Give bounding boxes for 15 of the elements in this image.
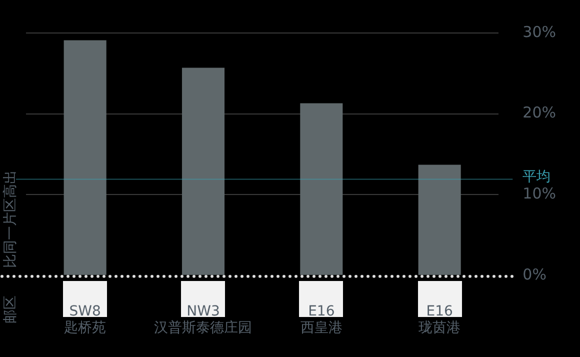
ref-line-label: 平均 [522, 168, 551, 185]
y-tick-label: 30% [522, 22, 556, 41]
y-axis-title: 比同一片区高出 [2, 170, 19, 268]
bar [300, 103, 343, 275]
y-tick-label: 0% [522, 265, 546, 284]
x-tick-label: SW8 匙桥苑 [64, 303, 106, 336]
y-tick-label: 10% [522, 184, 556, 202]
text: 邮区 [2, 295, 19, 324]
bar [64, 40, 106, 275]
bar [418, 164, 461, 275]
x-tick-label: NW3 汉普斯泰德庄园 [154, 303, 252, 336]
x-tick-label: E16 珑茵港 [418, 303, 461, 336]
y-tick-label: 20% [522, 104, 556, 122]
bar [182, 68, 225, 275]
x-tick-label: E16 西皇港 [300, 303, 342, 336]
